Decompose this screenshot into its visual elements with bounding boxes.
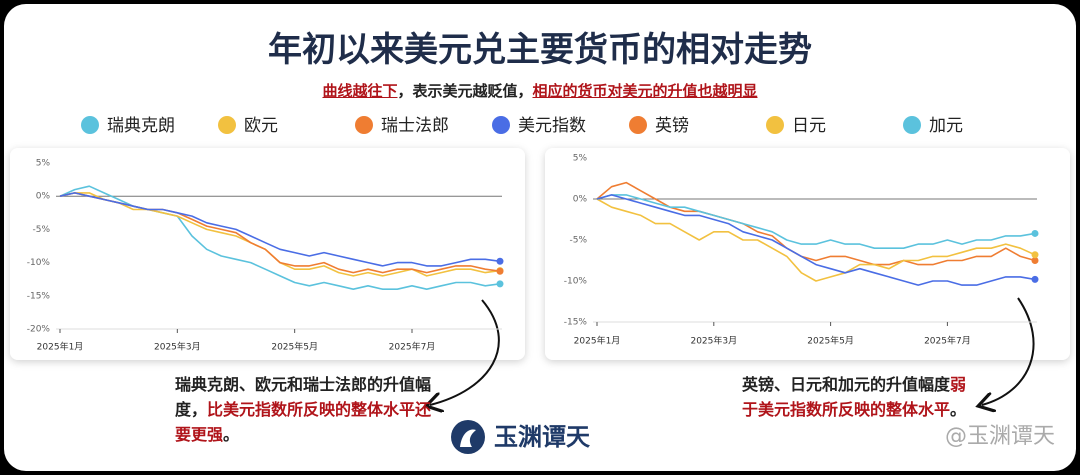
y-tick-label: -10% bbox=[27, 258, 51, 268]
annotation: 瑞典克朗、欧元和瑞士法郎的升值幅度，比美元指数所反映的整体水平还要更强。 bbox=[175, 372, 437, 447]
end-point bbox=[496, 280, 504, 288]
y-tick-label: -5% bbox=[32, 225, 50, 235]
legend-label: 加元 bbox=[929, 116, 963, 136]
legend-label: 瑞士法郎 bbox=[381, 116, 449, 136]
logo-icon bbox=[460, 429, 476, 447]
y-tick-label: -20% bbox=[27, 325, 51, 335]
legend-marker bbox=[81, 116, 99, 134]
legend-marker bbox=[492, 116, 510, 134]
series-line bbox=[596, 194, 1036, 286]
y-tick-label: -15% bbox=[27, 291, 51, 301]
subtitle-text: ，表示美元越贬值， bbox=[397, 82, 533, 100]
end-point bbox=[1031, 229, 1039, 237]
end-point bbox=[496, 267, 504, 275]
y-tick-label: 0% bbox=[36, 192, 51, 202]
legend-label: 瑞典克朗 bbox=[107, 116, 175, 136]
chart-panel bbox=[545, 148, 1070, 360]
annotation-text: 瑞典克朗、欧元和瑞士法郎的升值幅度， bbox=[175, 375, 432, 419]
arrow bbox=[982, 297, 1035, 405]
annotation-text: 。 bbox=[223, 425, 240, 444]
y-tick-label: 0% bbox=[573, 195, 588, 205]
y-tick-label: 5% bbox=[36, 159, 51, 169]
x-tick-label: 2025年7月 bbox=[924, 335, 971, 347]
legend-label: 欧元 bbox=[244, 116, 278, 136]
end-point bbox=[1031, 251, 1039, 259]
legend-marker bbox=[903, 116, 921, 134]
legend-marker bbox=[766, 116, 784, 134]
y-tick-label: 5% bbox=[573, 154, 588, 164]
series-line bbox=[596, 198, 1036, 282]
annotation-highlight: 弱于美元指数所反映的整体水平 bbox=[742, 375, 967, 419]
x-tick-label: 2025年7月 bbox=[389, 341, 436, 353]
legend-label: 美元指数 bbox=[518, 116, 586, 136]
end-point bbox=[1031, 257, 1039, 264]
end-point bbox=[1031, 275, 1039, 283]
watermark: @玉渊谭天 bbox=[945, 424, 1055, 449]
legend-marker bbox=[629, 116, 647, 134]
annotation-text: 。 bbox=[950, 400, 967, 419]
annotation-highlight: 比美元指数所反映的整体水平还要更强 bbox=[175, 400, 432, 444]
arrow bbox=[430, 299, 500, 405]
end-point bbox=[496, 257, 504, 265]
subtitle-highlight: 相应的货币对美元的升值也越明显 bbox=[532, 82, 758, 100]
x-tick-label: 2025年1月 bbox=[37, 341, 84, 353]
legend-marker bbox=[355, 116, 373, 134]
annotation-text: 英镑、日元和加元的升值幅度 bbox=[742, 375, 951, 394]
subtitle: 曲线越往下，表示美元越贬值，相应的货币对美元的升值也越明显 bbox=[0, 80, 1080, 101]
y-tick-label: -5% bbox=[569, 236, 587, 246]
y-tick-label: -15% bbox=[564, 318, 588, 328]
legend-marker bbox=[218, 116, 236, 134]
subtitle-highlight: 曲线越往下 bbox=[322, 82, 398, 100]
y-tick-label: -10% bbox=[564, 277, 588, 287]
x-tick-label: 2025年3月 bbox=[690, 335, 737, 347]
x-tick-label: 2025年1月 bbox=[574, 335, 621, 347]
title: 年初以来美元兑主要货币的相对走势 bbox=[268, 30, 812, 70]
x-tick-label: 2025年3月 bbox=[154, 341, 201, 353]
legend-label: 日元 bbox=[792, 116, 826, 136]
logo-text: 玉渊谭天 bbox=[494, 423, 590, 451]
x-tick-label: 2025年5月 bbox=[807, 335, 854, 347]
series-line bbox=[59, 192, 501, 267]
chart-panel bbox=[10, 148, 525, 360]
legend-label: 英镑 bbox=[655, 116, 689, 136]
annotation: 英镑、日元和加元的升值幅度弱于美元指数所反映的整体水平。 bbox=[742, 372, 982, 422]
series-line bbox=[596, 194, 1036, 249]
x-tick-label: 2025年5月 bbox=[271, 341, 318, 353]
